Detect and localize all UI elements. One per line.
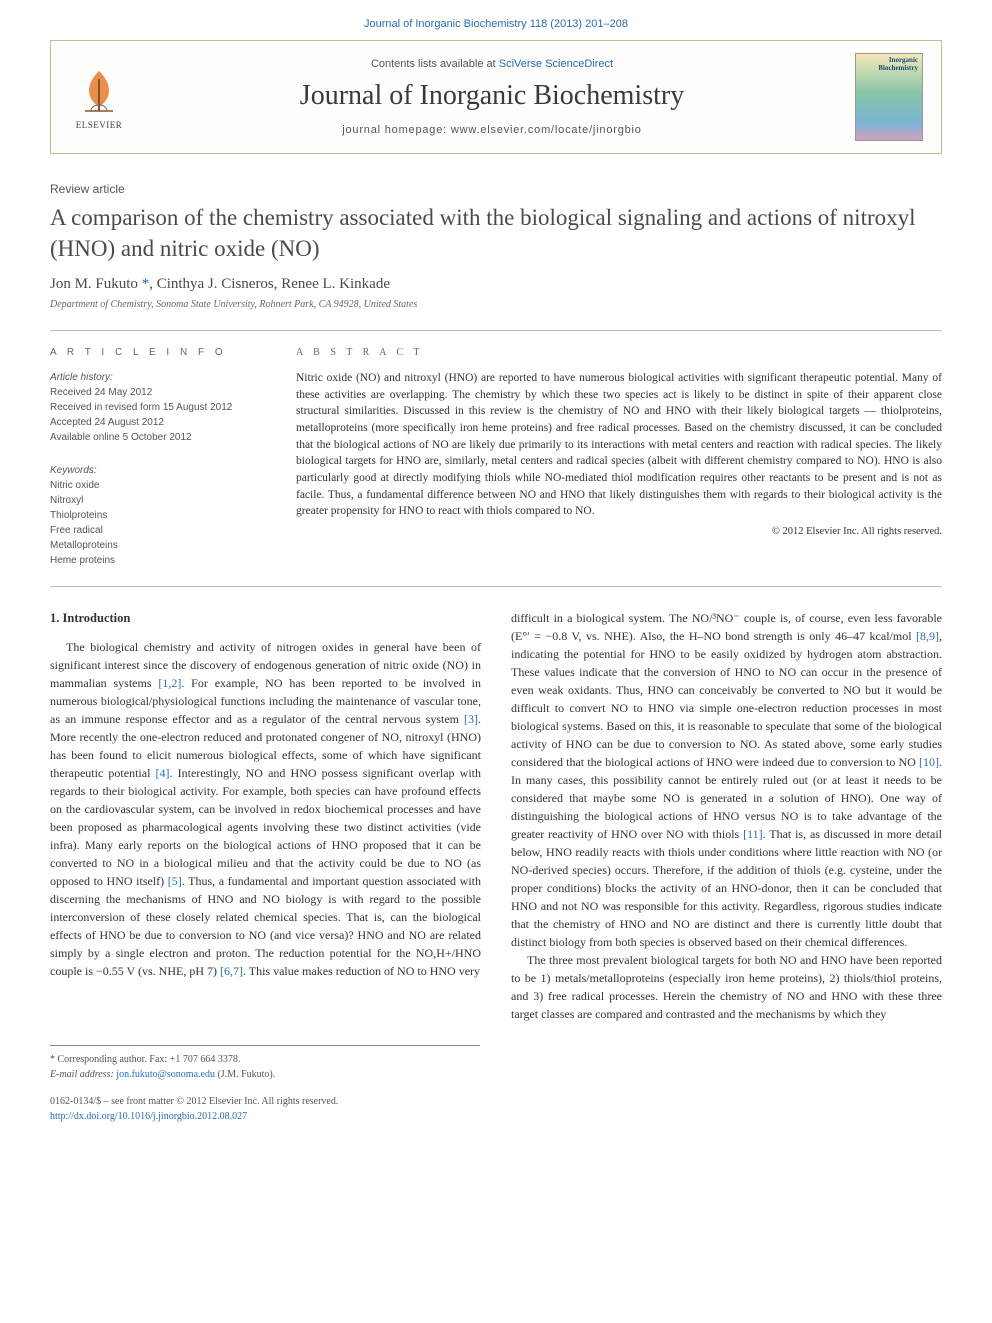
ref-link[interactable]: [11]	[743, 827, 763, 841]
elsevier-label: ELSEVIER	[76, 120, 123, 130]
ref-link[interactable]: [1,2]	[158, 676, 181, 690]
journal-homepage: journal homepage: www.elsevier.com/locat…	[129, 124, 855, 136]
keyword: Nitroxyl	[50, 493, 260, 508]
authors: Jon M. Fukuto *, Cinthya J. Cisneros, Re…	[50, 276, 942, 293]
received: Received 24 May 2012	[50, 385, 260, 400]
keyword: Metalloproteins	[50, 538, 260, 553]
section-heading-intro: 1. Introduction	[50, 609, 481, 628]
issn-line: 0162-0134/$ – see front matter © 2012 El…	[50, 1094, 942, 1109]
ref-link[interactable]: [3]	[464, 712, 478, 726]
body-text: difficult in a biological system. The NO…	[511, 611, 942, 643]
elsevier-tree-icon	[75, 65, 123, 117]
email-label: E-mail address:	[50, 1069, 116, 1080]
journal-header: ELSEVIER Contents lists available at Sci…	[50, 40, 942, 154]
ref-link[interactable]: [4]	[156, 766, 170, 780]
journal-cover-thumb: Inorganic Biochemistry	[855, 53, 923, 141]
keyword: Heme proteins	[50, 553, 260, 568]
body-text: . This value makes reduction of NO to HN…	[243, 964, 480, 978]
body-columns: 1. Introduction The biological chemistry…	[50, 609, 942, 1023]
elsevier-logo: ELSEVIER	[69, 62, 129, 132]
article-info-heading: A R T I C L E I N F O	[50, 347, 260, 358]
doi-link[interactable]: http://dx.doi.org/10.1016/j.jinorgbio.20…	[50, 1111, 247, 1122]
article-type: Review article	[50, 182, 942, 196]
body-paragraph: The biological chemistry and activity of…	[50, 638, 481, 980]
body-text: . That is, as discussed in more detail b…	[511, 827, 942, 949]
online: Available online 5 October 2012	[50, 430, 260, 445]
keyword: Thiolproteins	[50, 508, 260, 523]
ref-link[interactable]: [6,7]	[220, 964, 243, 978]
homepage-url: www.elsevier.com/locate/jinorgbio	[451, 124, 642, 136]
column-left: 1. Introduction The biological chemistry…	[50, 609, 481, 1023]
affiliation: Department of Chemistry, Sonoma State Un…	[50, 299, 942, 310]
body-text: , indicating the potential for HNO to be…	[511, 629, 942, 769]
abstract-text: Nitric oxide (NO) and nitroxyl (HNO) are…	[296, 370, 942, 520]
ref-link[interactable]: [8,9]	[916, 629, 939, 643]
article-info: A R T I C L E I N F O Article history: R…	[50, 347, 260, 568]
email-link[interactable]: jon.fukuto@sonoma.edu	[116, 1069, 215, 1080]
abstract-heading: A B S T R A C T	[296, 347, 942, 358]
keyword: Nitric oxide	[50, 478, 260, 493]
body-text: . Thus, a fundamental and important ques…	[50, 874, 481, 978]
column-right: difficult in a biological system. The NO…	[511, 609, 942, 1023]
revised: Received in revised form 15 August 2012	[50, 400, 260, 415]
cover-word2: Biochemistry	[878, 64, 918, 72]
email-after: (J.M. Fukuto).	[215, 1069, 275, 1080]
divider	[50, 586, 942, 587]
ref-link[interactable]: [5]	[168, 874, 182, 888]
contents-prefix: Contents lists available at	[371, 58, 499, 70]
contents-available: Contents lists available at SciVerse Sci…	[129, 58, 855, 70]
body-paragraph: difficult in a biological system. The NO…	[511, 609, 942, 951]
author-primary: Jon M. Fukuto	[50, 276, 142, 292]
top-citation: Journal of Inorganic Biochemistry 118 (2…	[0, 0, 992, 40]
article-title: A comparison of the chemistry associated…	[50, 202, 942, 264]
homepage-prefix: journal homepage:	[342, 124, 451, 136]
ref-link[interactable]: [10]	[919, 755, 939, 769]
authors-rest: , Cinthya J. Cisneros, Renee L. Kinkade	[149, 276, 390, 292]
abstract-copyright: © 2012 Elsevier Inc. All rights reserved…	[296, 526, 942, 537]
footnote: * Corresponding author. Fax: +1 707 664 …	[50, 1045, 480, 1082]
keywords-label: Keywords:	[50, 463, 260, 478]
corresponding-author-note: * Corresponding author. Fax: +1 707 664 …	[50, 1052, 480, 1067]
journal-name: Journal of Inorganic Biochemistry	[129, 80, 855, 112]
accepted: Accepted 24 August 2012	[50, 415, 260, 430]
copyright-footer: 0162-0134/$ – see front matter © 2012 El…	[50, 1094, 942, 1124]
abstract: A B S T R A C T Nitric oxide (NO) and ni…	[296, 347, 942, 568]
body-paragraph: The three most prevalent biological targ…	[511, 951, 942, 1023]
body-text: . Interestingly, NO and HNO possess sign…	[50, 766, 481, 888]
history-label: Article history:	[50, 370, 260, 385]
scidirect-link[interactable]: SciVerse ScienceDirect	[499, 58, 613, 70]
keyword: Free radical	[50, 523, 260, 538]
